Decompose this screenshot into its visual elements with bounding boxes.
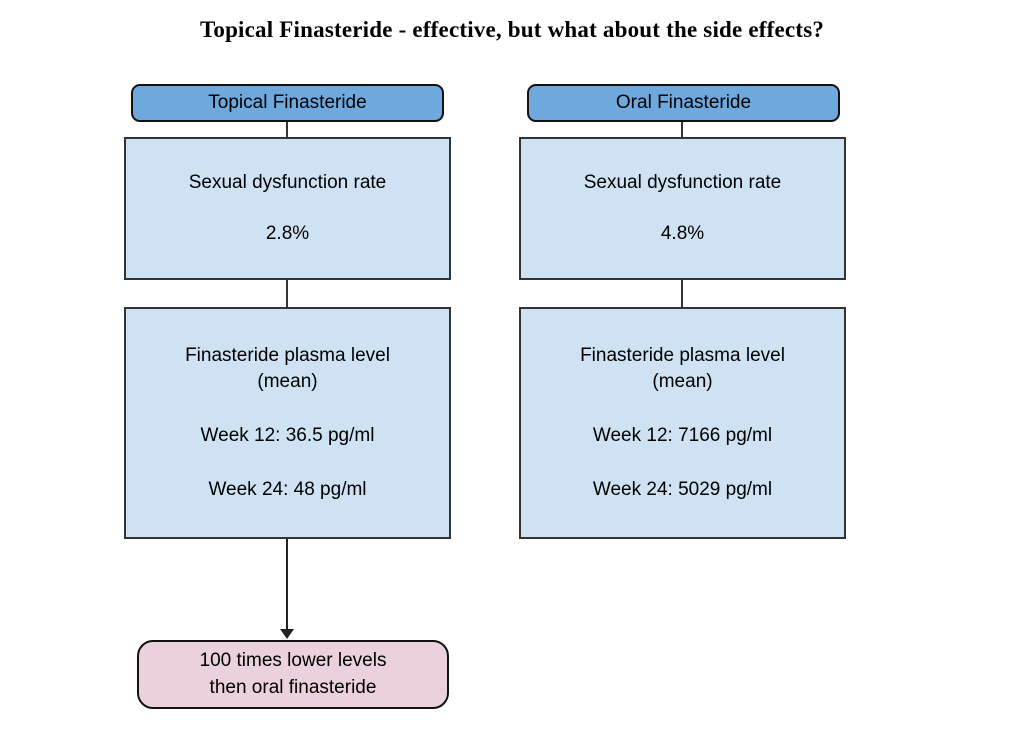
oral-plasma-week24: Week 24: 5029 pg/ml — [592, 479, 773, 500]
node-oral-dysfunction-rate: Sexual dysfunction rate 4.8% — [519, 137, 846, 280]
node-topical-plasma-level: Finasteride plasma level (mean) Week 12:… — [124, 307, 451, 539]
node-topical-dysfunction-rate: Sexual dysfunction rate 2.8% — [124, 137, 451, 280]
connector-topical-header-to-box1 — [286, 122, 288, 137]
diagram-title: Topical Finasteride - effective, but wha… — [199, 17, 825, 42]
topical-plasma-week12: Week 12: 36.5 pg/ml — [200, 425, 375, 446]
arrow-topical-to-conclusion — [286, 539, 288, 631]
conclusion-line1: 100 times lower levels — [199, 649, 387, 671]
topical-plasma-week24: Week 24: 48 pg/ml — [208, 479, 367, 500]
conclusion-line2: then oral finasteride — [209, 676, 377, 698]
node-oral-header: Oral Finasteride — [527, 84, 840, 122]
node-topical-header: Topical Finasteride — [131, 84, 444, 122]
arrow-down-icon — [280, 629, 294, 639]
topical-plasma-label: Finasteride plasma level (mean) — [185, 343, 390, 394]
node-oral-plasma-level: Finasteride plasma level (mean) Week 12:… — [519, 307, 846, 539]
oral-plasma-label: Finasteride plasma level (mean) — [580, 343, 785, 394]
oral-plasma-label-line2: (mean) — [652, 371, 713, 392]
oral-plasma-week12: Week 12: 7166 pg/ml — [592, 425, 773, 446]
connector-oral-header-to-box1 — [681, 122, 683, 137]
topical-plasma-label-line1: Finasteride plasma level — [185, 345, 390, 367]
oral-dysfunction-value: 4.8% — [660, 223, 705, 245]
oral-dysfunction-label: Sexual dysfunction rate — [583, 172, 782, 194]
oral-header-label: Oral Finasteride — [615, 92, 752, 114]
connector-oral-box1-to-box2 — [681, 280, 683, 307]
oral-plasma-label-line1: Finasteride plasma level — [580, 345, 785, 367]
topical-header-label: Topical Finasteride — [208, 92, 367, 114]
connector-topical-box1-to-box2 — [286, 280, 288, 307]
topical-dysfunction-label: Sexual dysfunction rate — [188, 172, 387, 194]
topical-dysfunction-value: 2.8% — [265, 223, 310, 245]
node-topical-conclusion: 100 times lower levels then oral finaste… — [137, 640, 449, 709]
topical-plasma-label-line2: (mean) — [257, 371, 318, 392]
